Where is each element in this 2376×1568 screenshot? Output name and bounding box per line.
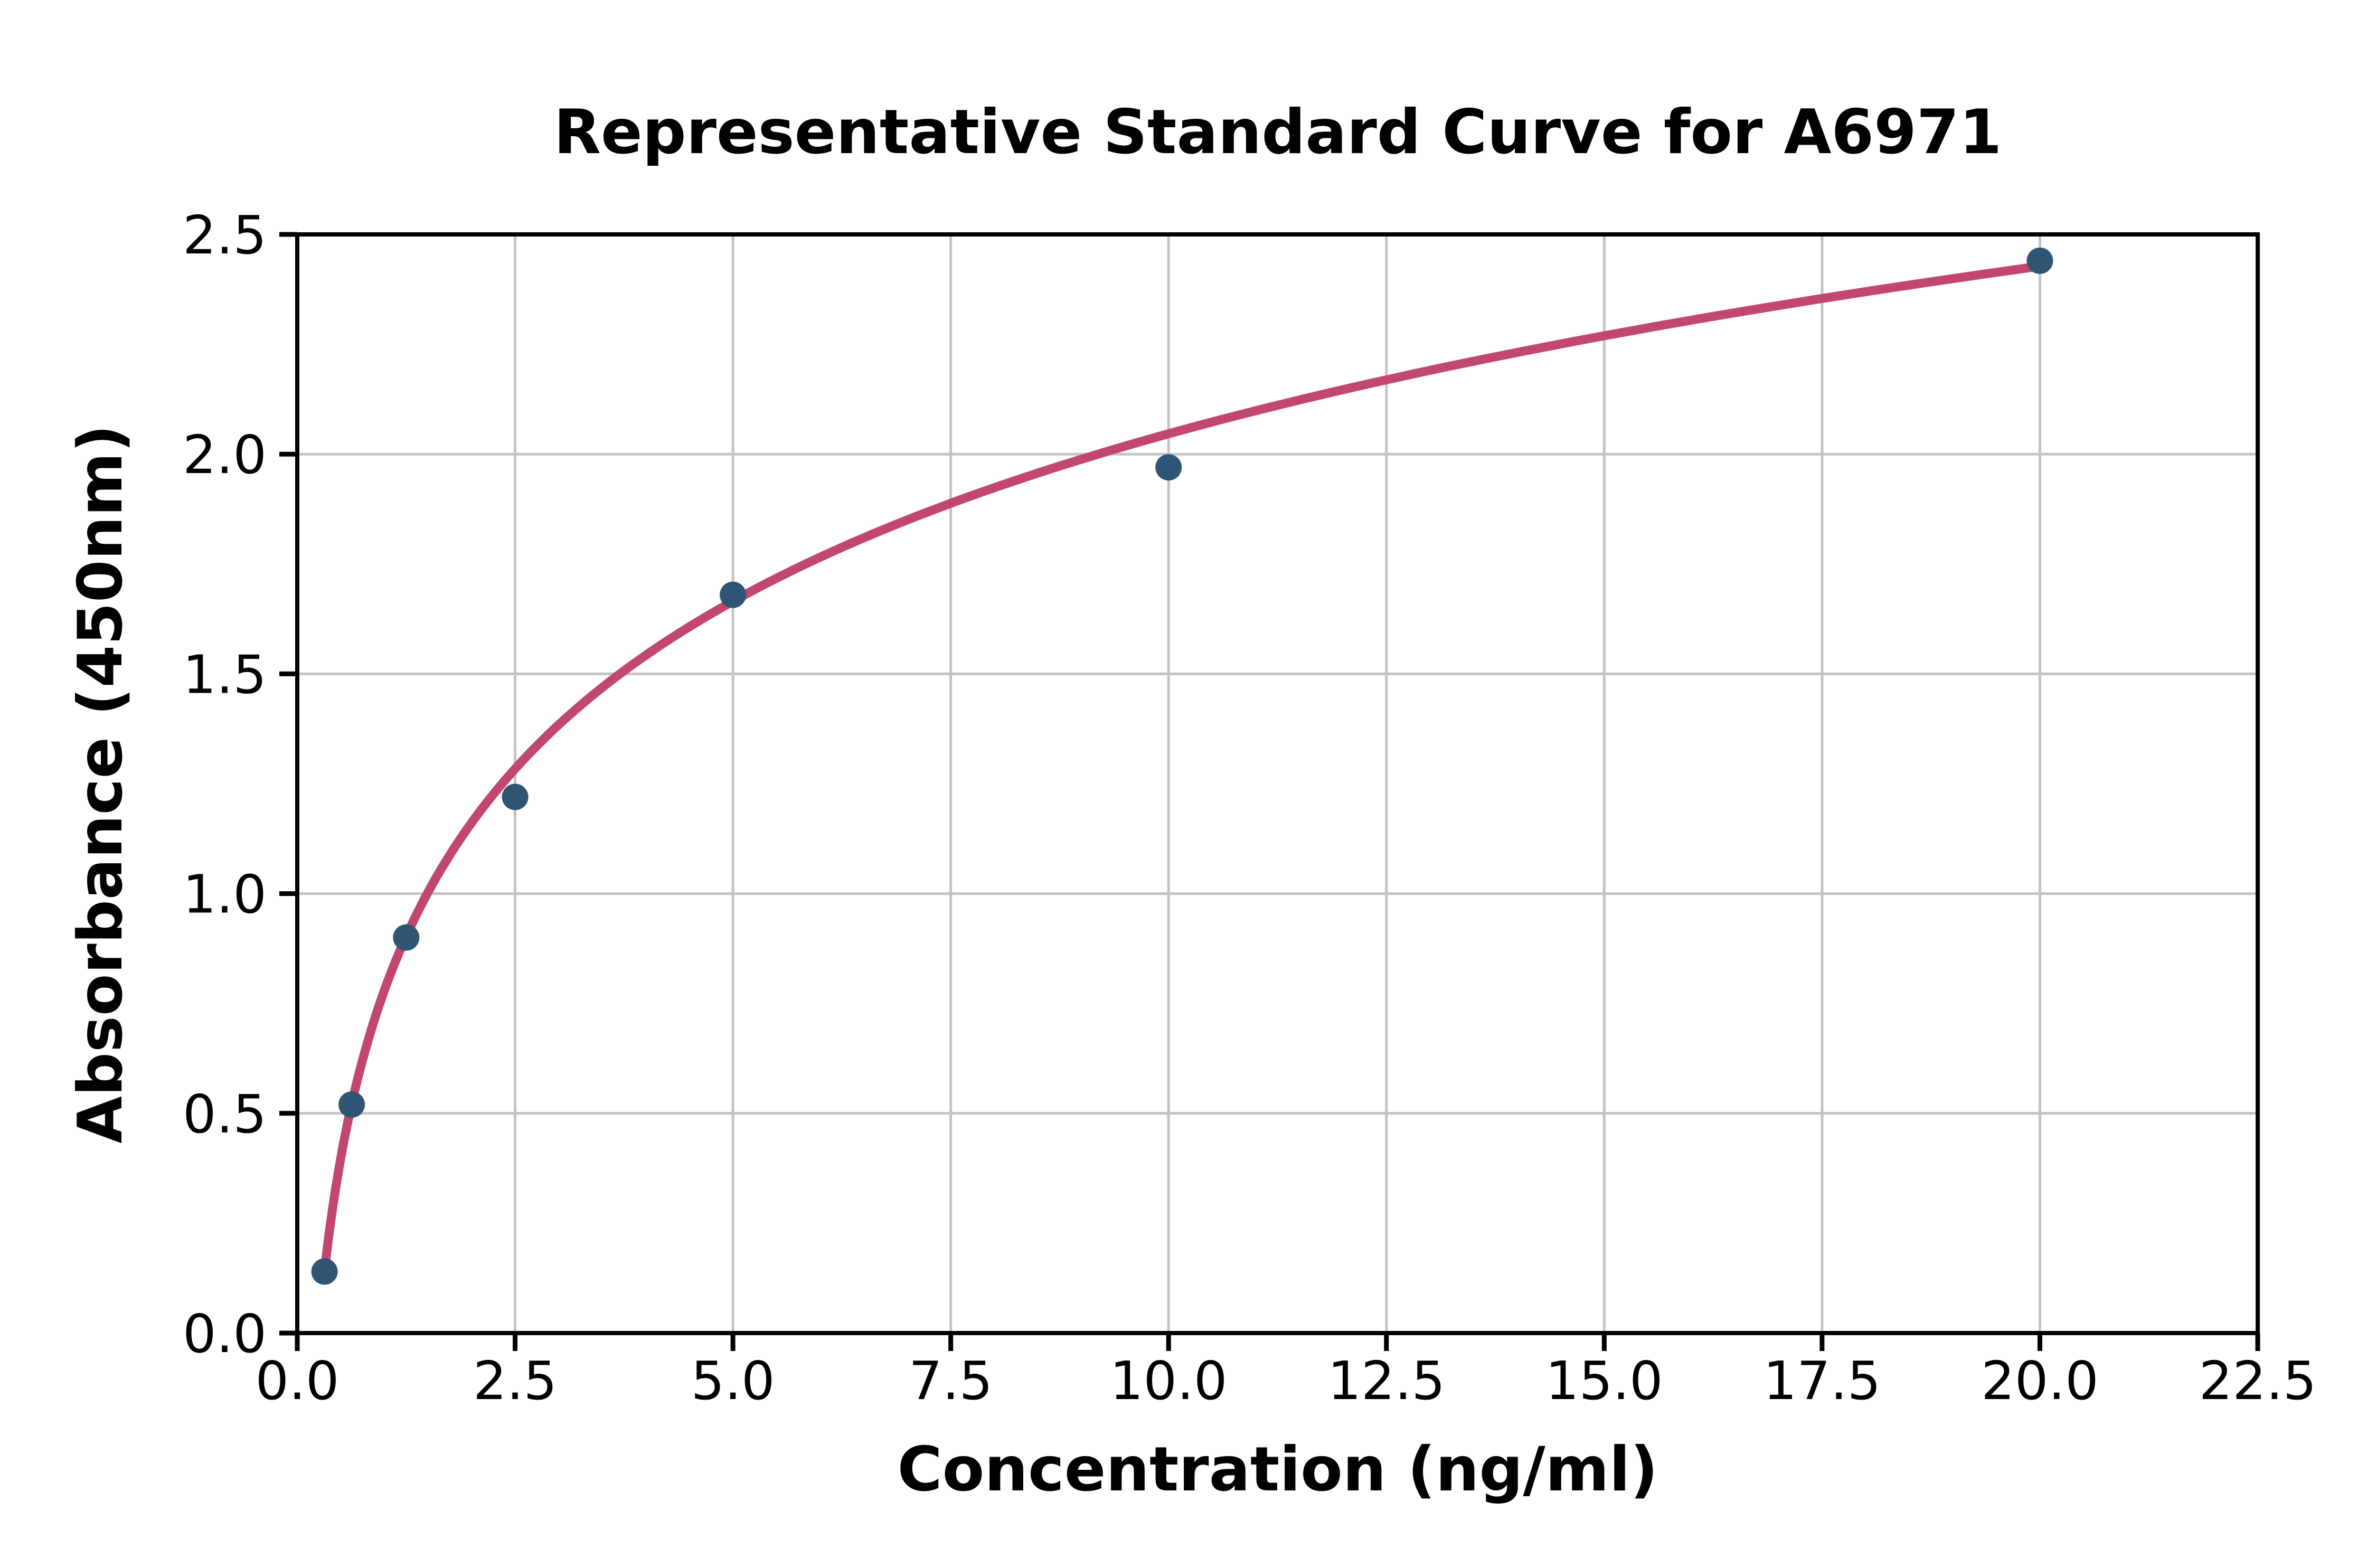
y-tick-label: 0.0 (183, 1303, 267, 1365)
y-tick-label: 0.5 (183, 1083, 267, 1145)
data-point (720, 581, 747, 608)
plot-border-box (295, 232, 2260, 1335)
chart-title: Representative Standard Curve for A6971 (554, 97, 2002, 168)
gridlines-group (296, 233, 2259, 1335)
y-axis-label: Absorbance (450nm) (65, 424, 136, 1144)
data-point (1155, 454, 1182, 481)
data-point (311, 1258, 338, 1285)
x-tick-label: 22.5 (2199, 1350, 2317, 1412)
x-tick-label: 20.0 (1981, 1350, 2099, 1412)
x-tick-label: 10.0 (1110, 1350, 1228, 1412)
tick-marks-group (279, 232, 2260, 1351)
data-point (2026, 247, 2053, 274)
fit-curve-line (320, 261, 2044, 1276)
data-point (338, 1091, 365, 1118)
x-tick-label: 17.5 (1764, 1350, 1881, 1412)
data-points-group (311, 247, 2053, 1285)
x-tick-label: 2.5 (473, 1350, 557, 1412)
x-tick-label: 0.0 (255, 1350, 339, 1412)
tick-labels-group: 0.0 2.5 5.0 7.5 10.0 12.5 15.0 17.5 20.0 22.5 0.0 0… (183, 204, 2316, 1412)
x-tick-label: 15.0 (1545, 1350, 1663, 1412)
x-tick-label: 12.5 (1327, 1350, 1445, 1412)
y-tick-label: 2.0 (183, 424, 267, 486)
x-tick-label: 7.5 (909, 1350, 993, 1412)
x-axis-label: Concentration (ng/ml) (898, 1434, 1658, 1505)
y-tick-label: 2.5 (183, 204, 267, 266)
y-tick-label: 1.0 (183, 864, 267, 925)
x-tick-label: 5.0 (691, 1350, 775, 1412)
data-point (393, 924, 420, 951)
data-point (502, 783, 529, 810)
y-tick-label: 1.5 (183, 644, 267, 705)
